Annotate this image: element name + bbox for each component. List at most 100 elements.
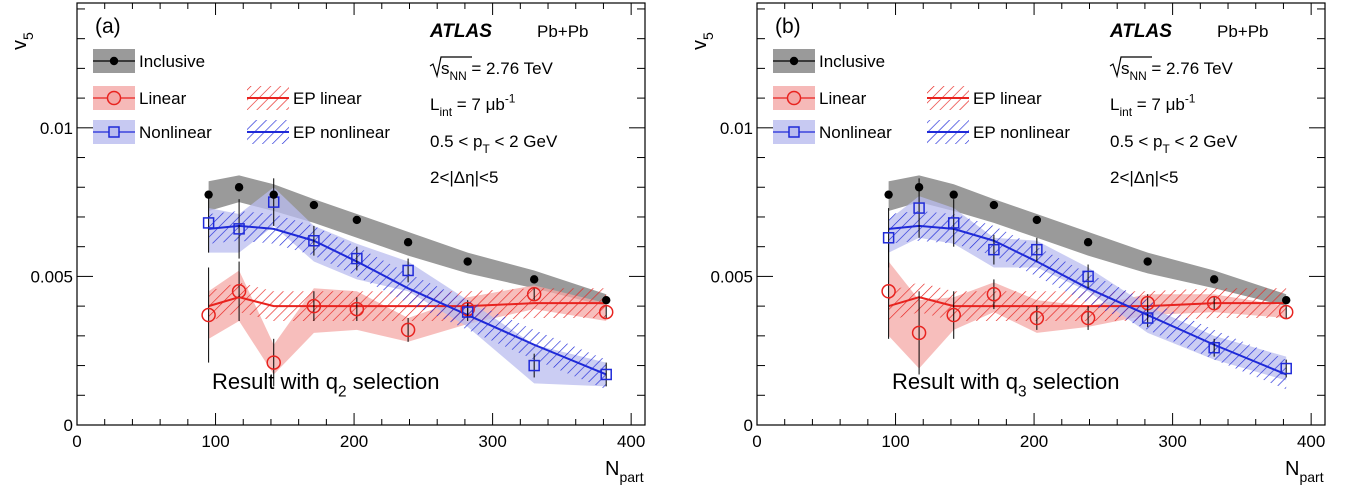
inclusive-point	[234, 183, 244, 192]
pt-sub: T	[482, 142, 489, 156]
legend-nonlinear-label: Nonlinear	[139, 123, 212, 142]
energy-value: = 2.76 TeV	[1147, 59, 1234, 78]
linear-point	[946, 307, 961, 323]
inclusive-point	[1209, 275, 1219, 284]
inclusive-point	[1083, 238, 1093, 247]
linear-point	[231, 284, 247, 299]
linear-point	[266, 355, 281, 370]
result-text-post: selection	[1027, 369, 1120, 394]
nonlinear-point	[351, 252, 363, 265]
x-tick-label: 0	[752, 432, 761, 451]
x-axis-title-sub: part	[1299, 469, 1323, 485]
lumi-sup: -1	[1185, 91, 1196, 105]
linear-point	[911, 325, 927, 341]
nonlinear-point	[461, 306, 474, 318]
legend-linear-label: Linear	[139, 89, 187, 108]
chart-panel-a: 0 100 200 300 400 0 0.005 0.01 v5 Npart (a) ATLAS Pb…	[9, 2, 646, 485]
pt-post: < 2 GeV	[490, 132, 558, 151]
pt-pre: 0.5 < p	[430, 132, 482, 151]
pt-post: < 2 GeV	[1170, 132, 1238, 151]
legend-inclusive-marker	[109, 56, 119, 66]
pt-pre: 0.5 < p	[1110, 132, 1162, 151]
nonlinear-point	[1141, 312, 1154, 324]
linear-point	[1080, 310, 1096, 326]
nonlinear-point	[233, 223, 245, 235]
nonlinear-point	[1082, 270, 1094, 283]
nonlinear-point	[947, 217, 960, 229]
nonlinear-point	[308, 234, 320, 247]
y-tick-label: 0	[64, 416, 73, 435]
inclusive-point	[529, 275, 539, 284]
y-axis-title-main: v	[689, 40, 711, 50]
nonlinear-point	[600, 368, 612, 381]
energy-value: = 2.76 TeV	[467, 59, 554, 78]
eta-gap-label: 2<|Δη|<5	[430, 168, 498, 187]
energy-sub: NN	[1130, 69, 1147, 83]
nonlinear-point	[528, 359, 540, 372]
y-tick-label: 0	[744, 416, 753, 435]
nonlinear-point	[1208, 341, 1220, 354]
sqrt-symbol	[1109, 56, 1152, 79]
lumi-sub: int	[1119, 105, 1132, 119]
inclusive-point	[602, 295, 611, 305]
x-tick-label: 300	[478, 432, 506, 451]
y-axis-title-text: v5	[689, 32, 716, 50]
legend-nonlinear-marker	[788, 126, 800, 138]
nonlinear-point	[1031, 243, 1043, 256]
legend-ep-nonlinear-label: EP nonlinear	[293, 123, 390, 142]
energy-sub: NN	[450, 69, 467, 83]
x-axis-title: Npart	[605, 458, 644, 485]
inclusive-point	[309, 200, 319, 210]
linear-point	[526, 286, 542, 302]
x-tick-label: 300	[1158, 432, 1186, 451]
linear-point	[986, 286, 1002, 302]
linear-point	[881, 284, 896, 299]
y-tick-label: 0.01	[40, 119, 73, 138]
selection-annotation: Result with q3 selection	[892, 369, 1119, 401]
linear-point	[349, 301, 365, 317]
legend-ep-linear-label: EP linear	[973, 89, 1042, 108]
ep-nonlinear-hatched-band	[208, 211, 607, 390]
inclusive-point	[269, 190, 278, 199]
panel-label: (a)	[95, 15, 121, 38]
y-axis-title-sub: 5	[700, 32, 716, 40]
energy-symbol: s	[441, 59, 450, 78]
result-text-post: selection	[347, 369, 440, 394]
legend-inclusive-label: Inclusive	[139, 52, 205, 71]
inclusive-point	[989, 200, 999, 210]
y-axis-title-main: v	[9, 40, 31, 50]
legend-inclusive-marker	[789, 56, 799, 66]
pt-range-label: 0.5 < pT < 2 GeV	[430, 132, 558, 156]
luminosity-label: Lint = 7 μb-1	[430, 91, 516, 119]
collision-system: Pb+Pb	[1217, 22, 1269, 41]
linear-point	[201, 307, 216, 323]
lumi-value: = 7 μb	[452, 95, 505, 114]
y-axis-title-sub: 5	[20, 32, 36, 40]
experiment-label: ATLAS	[1109, 21, 1172, 42]
ep-nonlinear-hatched-band	[888, 211, 1287, 390]
legend-linear-marker	[786, 90, 802, 106]
inclusive-point	[884, 190, 893, 199]
linear-point	[400, 322, 416, 338]
x-tick-label: 0	[72, 432, 81, 451]
experiment-label: ATLAS	[429, 21, 492, 42]
inclusive-point	[463, 257, 472, 266]
nonlinear-point	[202, 217, 215, 229]
legend-inclusive-label: Inclusive	[819, 52, 885, 71]
legend-ep-linear-label: EP linear	[293, 89, 362, 108]
linear-point	[1206, 295, 1222, 311]
x-tick-label: 100	[881, 432, 909, 451]
selection-annotation: Result with q2 selection	[212, 369, 439, 401]
nonlinear-point	[402, 264, 414, 277]
lumi-sup: -1	[505, 91, 516, 105]
eta-gap-label: 2<|Δη|<5	[1110, 168, 1178, 187]
legend-ep-nonlinear-label: EP nonlinear	[973, 123, 1070, 142]
collision-system: Pb+Pb	[537, 22, 589, 41]
result-text-pre: Result with q	[892, 369, 1018, 394]
y-tick-label: 0.005	[30, 267, 73, 286]
linear-point	[306, 298, 322, 314]
x-axis-title: Npart	[1285, 458, 1324, 485]
inclusive-point	[1143, 257, 1152, 266]
